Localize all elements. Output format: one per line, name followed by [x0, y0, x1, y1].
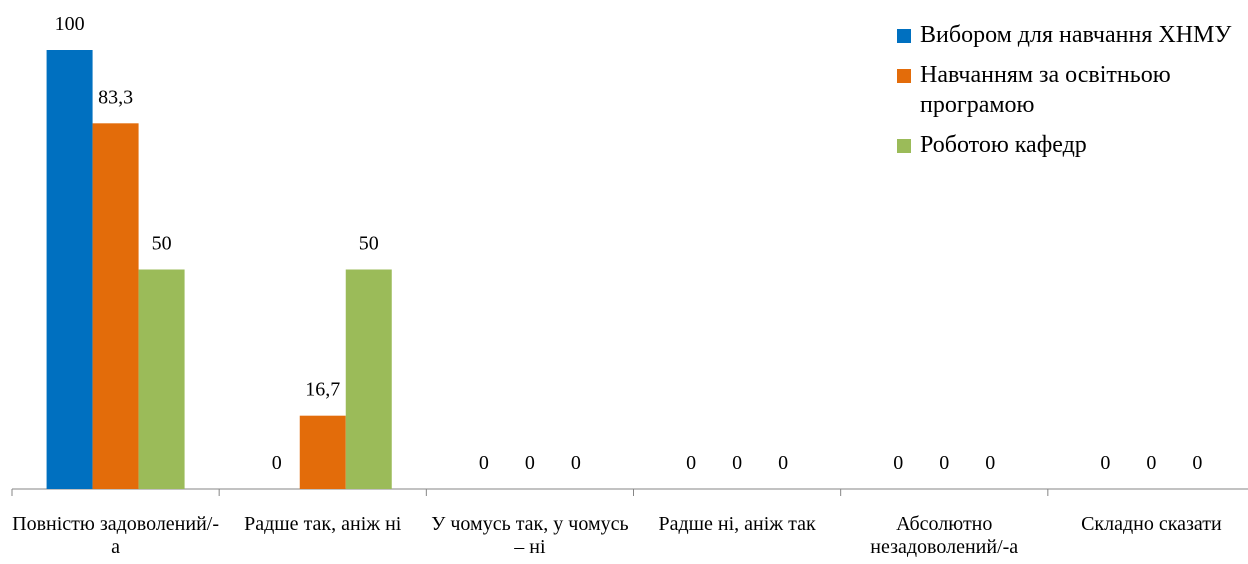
legend-label: Навчанням за освітньою програмою [920, 62, 1171, 118]
value-label: 16,7 [305, 379, 340, 401]
value-label: 100 [55, 13, 85, 35]
legend-swatch [897, 69, 911, 83]
bar [92, 123, 139, 490]
value-label: 0 [686, 452, 696, 474]
value-label: 0 [732, 452, 742, 474]
value-label: 0 [272, 452, 282, 474]
legend-label: Роботою кафедр [920, 132, 1087, 158]
legend: Вибором для навчання ХНМУ Навчанням за ос… [893, 20, 1243, 170]
bar [345, 269, 392, 489]
value-label: 50 [359, 233, 379, 255]
value-label: 0 [939, 452, 949, 474]
legend-swatch [897, 139, 911, 153]
bar [46, 50, 93, 489]
legend-label: Вибором для навчання ХНМУ [920, 22, 1232, 48]
x-tick-label: Радше так, аніж ні [244, 513, 402, 535]
value-label: 0 [571, 452, 581, 474]
value-label: 0 [893, 452, 903, 474]
value-label: 83,3 [98, 86, 133, 108]
value-label: 0 [1146, 452, 1156, 474]
x-tick-label: Повністю задоволений/-а [12, 513, 220, 558]
x-tick-label: Радше ні, аніж так [658, 513, 816, 535]
bar [138, 269, 185, 489]
legend-swatch [897, 29, 911, 43]
value-label: 0 [479, 452, 489, 474]
value-label: 0 [1100, 452, 1110, 474]
value-label: 50 [152, 233, 172, 255]
value-label: 0 [778, 452, 788, 474]
legend-item: Навчанням за освітньою програмою [893, 60, 1243, 120]
x-tick-label: У чомусь так, у чомусь – ні [431, 513, 629, 558]
x-tick-label: Складно сказати [1081, 513, 1222, 535]
legend-item: Роботою кафедр [893, 130, 1243, 160]
value-label: 0 [1192, 452, 1202, 474]
value-label: 0 [985, 452, 995, 474]
value-label: 0 [525, 452, 535, 474]
bar [299, 415, 346, 489]
legend-item: Вибором для навчання ХНМУ [893, 20, 1243, 50]
x-tick-label: Абсолютно незадоволений/-а [870, 513, 1019, 558]
